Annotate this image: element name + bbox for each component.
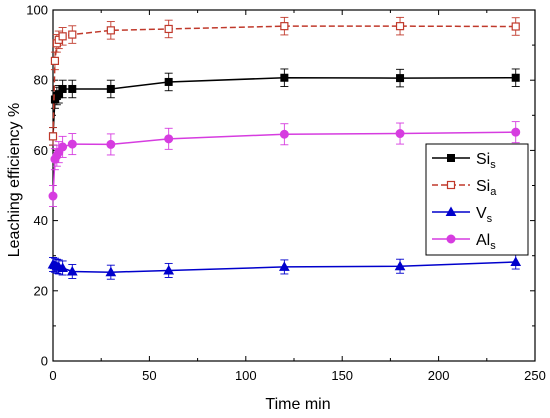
legend-label: Sia bbox=[476, 178, 497, 198]
data-point bbox=[66, 265, 78, 276]
data-point bbox=[58, 32, 67, 41]
series-v-s bbox=[47, 254, 522, 280]
legend-box bbox=[425, 143, 529, 256]
legend-marker bbox=[445, 206, 457, 216]
legend-item: Sis bbox=[432, 151, 496, 171]
legend-marker bbox=[446, 180, 456, 190]
data-point bbox=[68, 30, 77, 39]
y-tick-label: 80 bbox=[34, 73, 48, 88]
data-point bbox=[164, 134, 174, 144]
x-tick-label: 50 bbox=[142, 368, 156, 383]
y-tick-label: 0 bbox=[41, 354, 48, 369]
x-axis: 0 50 100 150 200 250 bbox=[49, 10, 546, 383]
series-al-s bbox=[48, 121, 521, 208]
data-point bbox=[395, 22, 405, 31]
y-axis: 0 20 40 60 80 100 bbox=[26, 3, 535, 369]
series-si-a bbox=[48, 16, 520, 146]
legend-item: Vs bbox=[432, 205, 493, 225]
legend-label-subscript: a bbox=[490, 186, 497, 198]
legend-label: Als bbox=[476, 232, 496, 252]
y-tick-label: 100 bbox=[26, 3, 48, 18]
data-point bbox=[58, 142, 68, 152]
x-tick-label: 0 bbox=[49, 368, 56, 383]
legend-label-subscript: s bbox=[490, 159, 496, 171]
data-point bbox=[396, 74, 405, 83]
data-point bbox=[280, 73, 289, 82]
data-point bbox=[163, 264, 175, 275]
data-point bbox=[48, 132, 58, 141]
legend-label-subscript: s bbox=[490, 240, 496, 252]
y-tick-label: 20 bbox=[34, 283, 48, 298]
series-si-s bbox=[49, 68, 520, 146]
x-axis-title: Time min bbox=[265, 396, 330, 413]
legend-item: Als bbox=[432, 232, 496, 252]
series-layer bbox=[47, 16, 522, 280]
data-point bbox=[57, 262, 68, 272]
data-point bbox=[279, 261, 290, 271]
data-point bbox=[511, 22, 520, 31]
legend-label: Vs bbox=[476, 205, 493, 225]
data-point bbox=[106, 26, 115, 35]
legend-label-subscript: s bbox=[487, 213, 493, 225]
data-point bbox=[395, 129, 405, 139]
y-tick-label: 40 bbox=[34, 213, 48, 228]
legend-label-main: V bbox=[476, 205, 487, 222]
data-point bbox=[106, 84, 115, 93]
legend-label-main: Si bbox=[476, 178, 490, 195]
data-point bbox=[50, 56, 60, 65]
data-point bbox=[164, 77, 173, 86]
data-point bbox=[280, 22, 289, 31]
x-tick-label: 200 bbox=[428, 368, 450, 383]
data-point bbox=[106, 139, 116, 149]
legend-label-main: Si bbox=[476, 151, 490, 168]
data-point bbox=[279, 129, 289, 139]
data-point bbox=[164, 24, 173, 34]
legend-item: Sia bbox=[432, 178, 497, 198]
data-point bbox=[511, 73, 520, 82]
data-point bbox=[58, 84, 67, 93]
data-point bbox=[510, 256, 522, 267]
x-tick-label: 250 bbox=[524, 368, 546, 383]
data-point bbox=[68, 84, 77, 93]
data-point bbox=[67, 139, 77, 149]
legend-label-main: Al bbox=[476, 232, 490, 249]
legend-marker bbox=[447, 154, 455, 162]
y-axis-title: Leaching efficiency % bbox=[6, 103, 23, 257]
y-tick-label: 60 bbox=[34, 143, 48, 158]
data-point bbox=[394, 260, 406, 271]
x-tick-label: 100 bbox=[235, 368, 257, 383]
legend-label: Sis bbox=[476, 151, 496, 171]
legend-marker bbox=[446, 234, 456, 244]
data-point bbox=[105, 266, 117, 277]
data-point bbox=[511, 127, 521, 137]
x-tick-label: 150 bbox=[331, 368, 353, 383]
data-point bbox=[48, 191, 58, 201]
